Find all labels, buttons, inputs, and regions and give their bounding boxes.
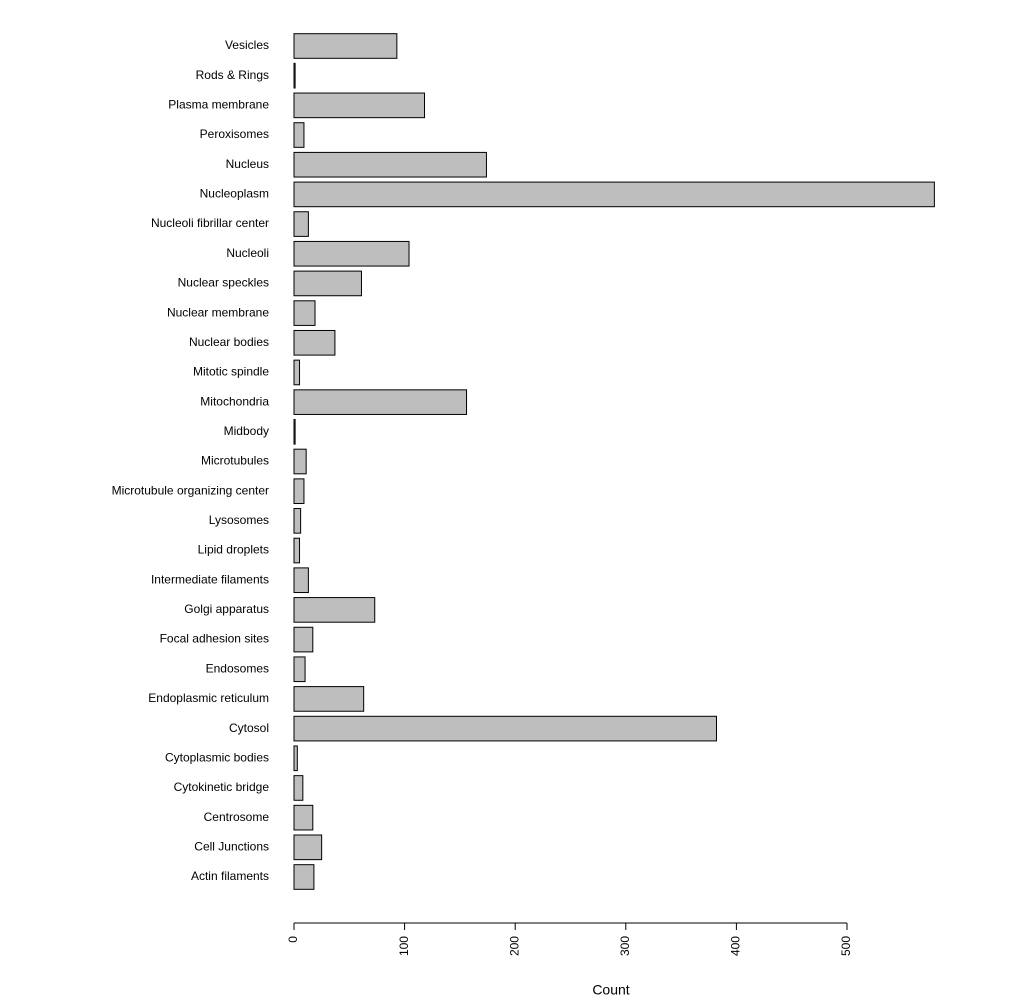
- bar: [293, 448, 307, 475]
- bar: [293, 864, 315, 890]
- bar: [293, 508, 302, 534]
- y-tick-label: Nucleoli fibrillar center: [151, 216, 269, 230]
- y-tick-label: Mitotic spindle: [193, 365, 269, 379]
- bar: [293, 62, 296, 89]
- y-tick-label: Intermediate filaments: [151, 572, 269, 586]
- x-tick-label: 300: [618, 936, 632, 956]
- x-tick-label: 200: [507, 936, 521, 956]
- y-tick-label: Mitochondria: [200, 394, 269, 408]
- y-tick-label: Vesicles: [225, 38, 269, 52]
- bar: [293, 597, 376, 623]
- bar: [293, 359, 301, 386]
- y-tick-label: Microtubule organizing center: [112, 483, 269, 497]
- bar: [293, 151, 487, 178]
- y-tick-label: Nucleoli: [226, 246, 269, 260]
- bar: [293, 270, 362, 297]
- y-tick-label: Focal adhesion sites: [160, 632, 269, 646]
- bar: [293, 211, 309, 237]
- y-tick-label: Nucleus: [226, 157, 269, 171]
- bar: [293, 656, 306, 683]
- y-tick-label: Nuclear bodies: [189, 335, 269, 349]
- bar: [293, 300, 316, 326]
- x-tick-label: 100: [397, 936, 411, 956]
- y-tick-label: Cytosol: [229, 721, 269, 735]
- bar: [293, 745, 298, 772]
- x-tick-label: 500: [839, 936, 853, 956]
- y-tick-label: Nuclear speckles: [178, 276, 269, 290]
- y-tick-label: Midbody: [224, 424, 269, 438]
- bar: [293, 686, 365, 712]
- bar: [293, 834, 323, 861]
- bar: [293, 329, 336, 356]
- bar: [293, 804, 314, 831]
- y-tick-label: Cytoplasmic bodies: [165, 750, 269, 764]
- bar: [293, 389, 468, 415]
- bar: [293, 240, 410, 267]
- y-tick-label: Golgi apparatus: [184, 602, 269, 616]
- bar: [293, 419, 296, 445]
- y-tick-label: Plasma membrane: [168, 98, 269, 112]
- y-tick-label: Microtubules: [201, 454, 269, 468]
- x-tick-label: 0: [286, 936, 300, 943]
- y-tick-label: Peroxisomes: [200, 127, 269, 141]
- y-tick-label: Endosomes: [206, 661, 269, 675]
- y-tick-label: Nuclear membrane: [167, 305, 269, 319]
- y-tick-label: Cell Junctions: [194, 839, 269, 853]
- bar: [293, 626, 314, 653]
- y-tick-label: Actin filaments: [191, 869, 269, 883]
- y-tick-label: Rods & Rings: [196, 68, 269, 82]
- bar: [293, 715, 717, 742]
- bar: [293, 181, 935, 208]
- y-tick-label: Lipid droplets: [198, 543, 269, 557]
- x-axis-label: Count: [592, 982, 629, 998]
- y-tick-label: Centrosome: [204, 810, 270, 824]
- bar: [293, 92, 426, 119]
- x-tick-label: 400: [729, 936, 743, 956]
- bar: [293, 478, 305, 504]
- bar: [293, 775, 304, 801]
- bar: [293, 567, 309, 594]
- y-tick-label: Endoplasmic reticulum: [148, 691, 269, 705]
- y-tick-label: Lysosomes: [209, 513, 269, 527]
- bar: [293, 537, 301, 564]
- bar: [293, 122, 305, 148]
- bar: [293, 33, 398, 59]
- y-tick-label: Nucleoplasm: [200, 187, 269, 201]
- y-tick-label: Cytokinetic bridge: [174, 780, 270, 794]
